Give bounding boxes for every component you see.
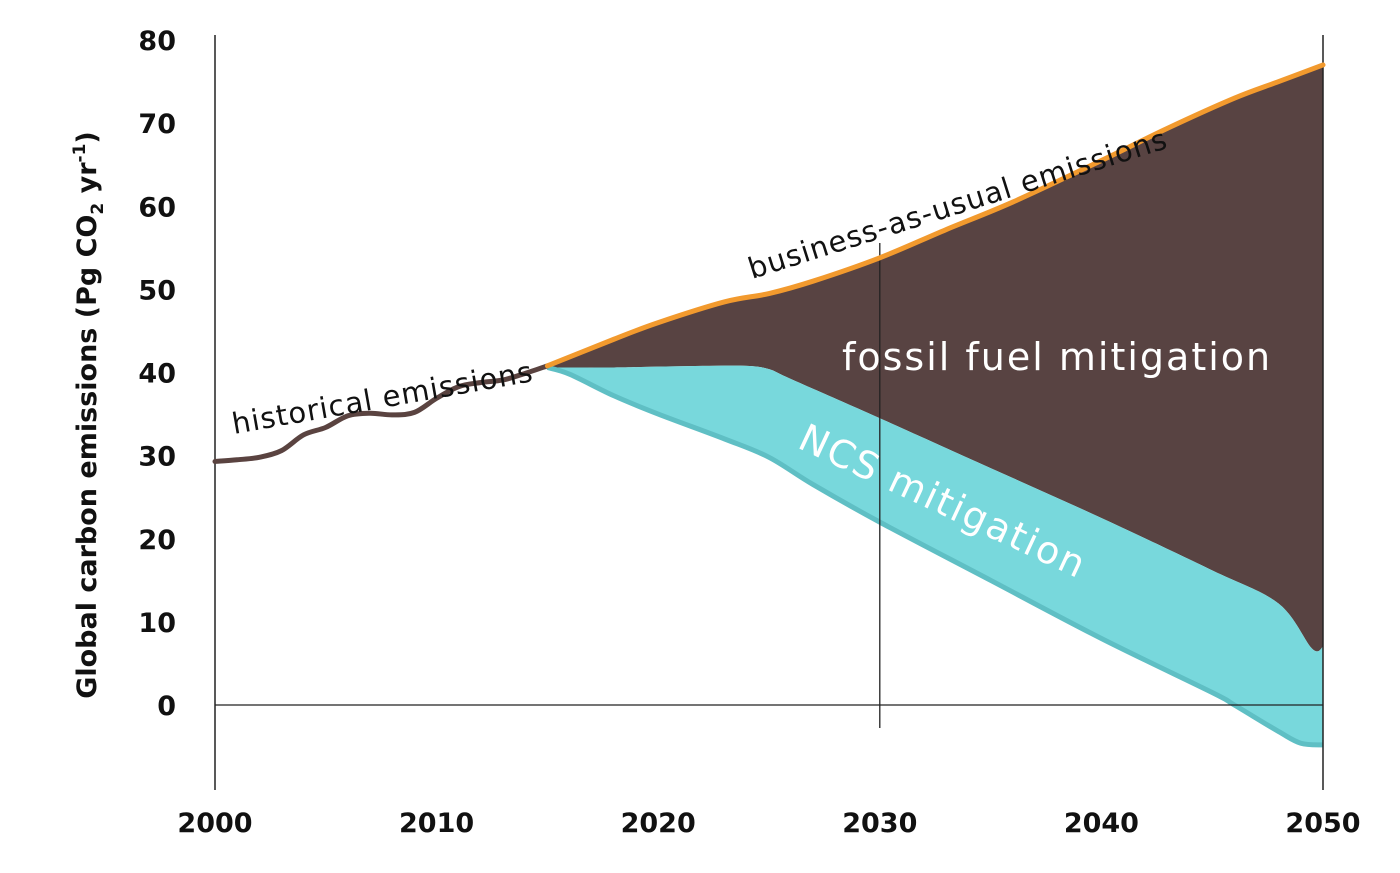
x-tick-label: 2030 (842, 808, 917, 839)
fossil-fuel-mitigation-area (547, 64, 1323, 652)
y-tick-label: 0 (157, 691, 176, 722)
x-tick-label: 2050 (1285, 808, 1360, 839)
x-tick-labels: 2000 2010 2020 2030 2040 2050 (177, 808, 1360, 839)
y-tick-label: 30 (138, 442, 176, 473)
ncs-mitigation-lower-edge (546, 365, 1324, 748)
y-tick-label: 10 (138, 608, 176, 639)
fossil-fuel-mitigation-label: fossil fuel mitigation (842, 335, 1272, 379)
x-tick-label: 2010 (399, 808, 474, 839)
y-tick-labels: 0 10 20 30 40 50 60 70 80 (138, 26, 176, 722)
y-tick-label: 50 (138, 275, 176, 306)
y-tick-label: 40 (138, 359, 176, 390)
x-tick-label: 2040 (1064, 808, 1139, 839)
y-tick-label: 20 (138, 525, 176, 556)
x-tick-label: 2020 (621, 808, 696, 839)
business-as-usual-line (544, 62, 1326, 369)
y-axis-label: Global carbon emissions (Pg CO2 yr-1) (70, 131, 108, 699)
y-tick-label: 60 (138, 192, 176, 223)
historical-emissions-line (212, 363, 550, 464)
x-tick-label: 2000 (177, 808, 252, 839)
historical-emissions-label: historical emissions (229, 354, 536, 440)
y-tick-label: 80 (138, 26, 176, 57)
y-tick-label: 70 (138, 109, 176, 140)
